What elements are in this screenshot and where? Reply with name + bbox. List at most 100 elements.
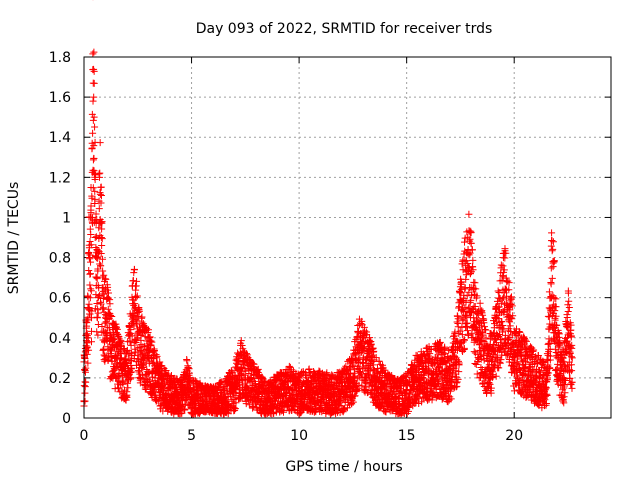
data-point	[90, 79, 98, 87]
data-point	[88, 110, 96, 118]
data-point	[87, 231, 95, 239]
data-point	[106, 300, 114, 308]
data-point	[545, 313, 553, 321]
data-point	[97, 300, 105, 308]
y-axis-label: SRMTID / TECUs	[6, 182, 22, 295]
data-point	[547, 264, 555, 272]
data-point	[92, 273, 100, 281]
data-points	[80, 0, 576, 418]
data-point	[97, 219, 105, 227]
data-point	[462, 323, 470, 331]
data-point	[101, 311, 109, 319]
data-point	[89, 97, 97, 105]
data-point	[232, 399, 240, 407]
y-tick-label: 1.2	[49, 170, 71, 186]
data-point	[129, 277, 137, 285]
data-point	[162, 366, 170, 374]
data-point	[155, 397, 163, 405]
data-point	[124, 384, 132, 392]
data-point	[133, 277, 141, 285]
data-point	[84, 334, 92, 342]
data-point	[86, 294, 94, 302]
data-point	[90, 67, 98, 75]
data-point	[86, 270, 94, 278]
y-tick-label: 0.4	[49, 331, 71, 347]
data-point	[91, 187, 99, 195]
data-point	[147, 337, 155, 345]
data-point	[568, 384, 576, 392]
data-point	[97, 191, 105, 199]
y-tick-label: 0.2	[49, 371, 71, 387]
y-tick-label: 1.4	[49, 130, 71, 146]
data-point	[178, 409, 186, 417]
data-point	[119, 344, 127, 352]
data-point	[150, 387, 158, 395]
data-point	[85, 346, 93, 354]
data-point	[108, 313, 116, 321]
data-point	[133, 292, 141, 300]
x-tick-label: 5	[187, 428, 196, 444]
data-point	[96, 298, 104, 306]
data-point	[129, 319, 137, 327]
data-point	[237, 337, 245, 345]
data-point	[97, 199, 105, 207]
data-point	[94, 306, 102, 314]
data-point	[89, 116, 97, 124]
y-tick-label: 0.6	[49, 291, 71, 307]
data-point	[93, 328, 101, 336]
data-point	[548, 247, 556, 255]
data-point	[99, 267, 107, 275]
data-point	[98, 218, 106, 226]
data-point	[87, 209, 95, 217]
x-tick-label: 0	[80, 428, 89, 444]
data-point	[89, 129, 97, 137]
data-point	[107, 311, 115, 319]
data-point	[148, 338, 156, 346]
data-point	[101, 275, 109, 283]
data-point	[453, 318, 461, 326]
data-point	[369, 365, 377, 373]
data-point	[82, 378, 90, 386]
data-point	[98, 242, 106, 250]
data-point	[181, 406, 189, 414]
data-point	[142, 386, 150, 394]
data-point	[104, 305, 112, 313]
data-point	[81, 389, 89, 397]
data-point	[144, 353, 152, 361]
data-point	[547, 280, 555, 288]
data-point	[476, 299, 484, 307]
data-point	[95, 293, 103, 301]
data-point	[132, 286, 140, 294]
data-point	[94, 253, 102, 261]
data-point	[83, 343, 91, 351]
data-point	[89, 184, 97, 192]
y-tick-label: 1.8	[49, 50, 71, 66]
data-point	[87, 287, 95, 295]
data-point	[568, 354, 576, 362]
data-point	[99, 255, 107, 263]
data-point	[113, 324, 121, 332]
data-point	[81, 397, 89, 405]
data-point	[150, 346, 158, 354]
data-point	[81, 355, 89, 363]
data-point	[451, 328, 459, 336]
data-point	[87, 258, 95, 266]
data-point	[217, 379, 225, 387]
data-point	[128, 368, 136, 376]
data-point	[156, 358, 164, 366]
data-point	[87, 338, 95, 346]
data-point	[86, 281, 94, 289]
data-point	[119, 378, 127, 386]
data-point	[501, 254, 509, 262]
data-point	[548, 229, 556, 237]
data-point	[107, 353, 115, 361]
data-point	[91, 234, 99, 241]
data-point	[86, 310, 94, 318]
data-point	[123, 393, 131, 401]
data-point	[130, 266, 138, 274]
data-point	[96, 190, 104, 198]
chart-title: Day 093 of 2022, SRMTID for receiver trd…	[196, 21, 493, 37]
data-point	[96, 260, 104, 268]
data-point	[231, 386, 239, 394]
